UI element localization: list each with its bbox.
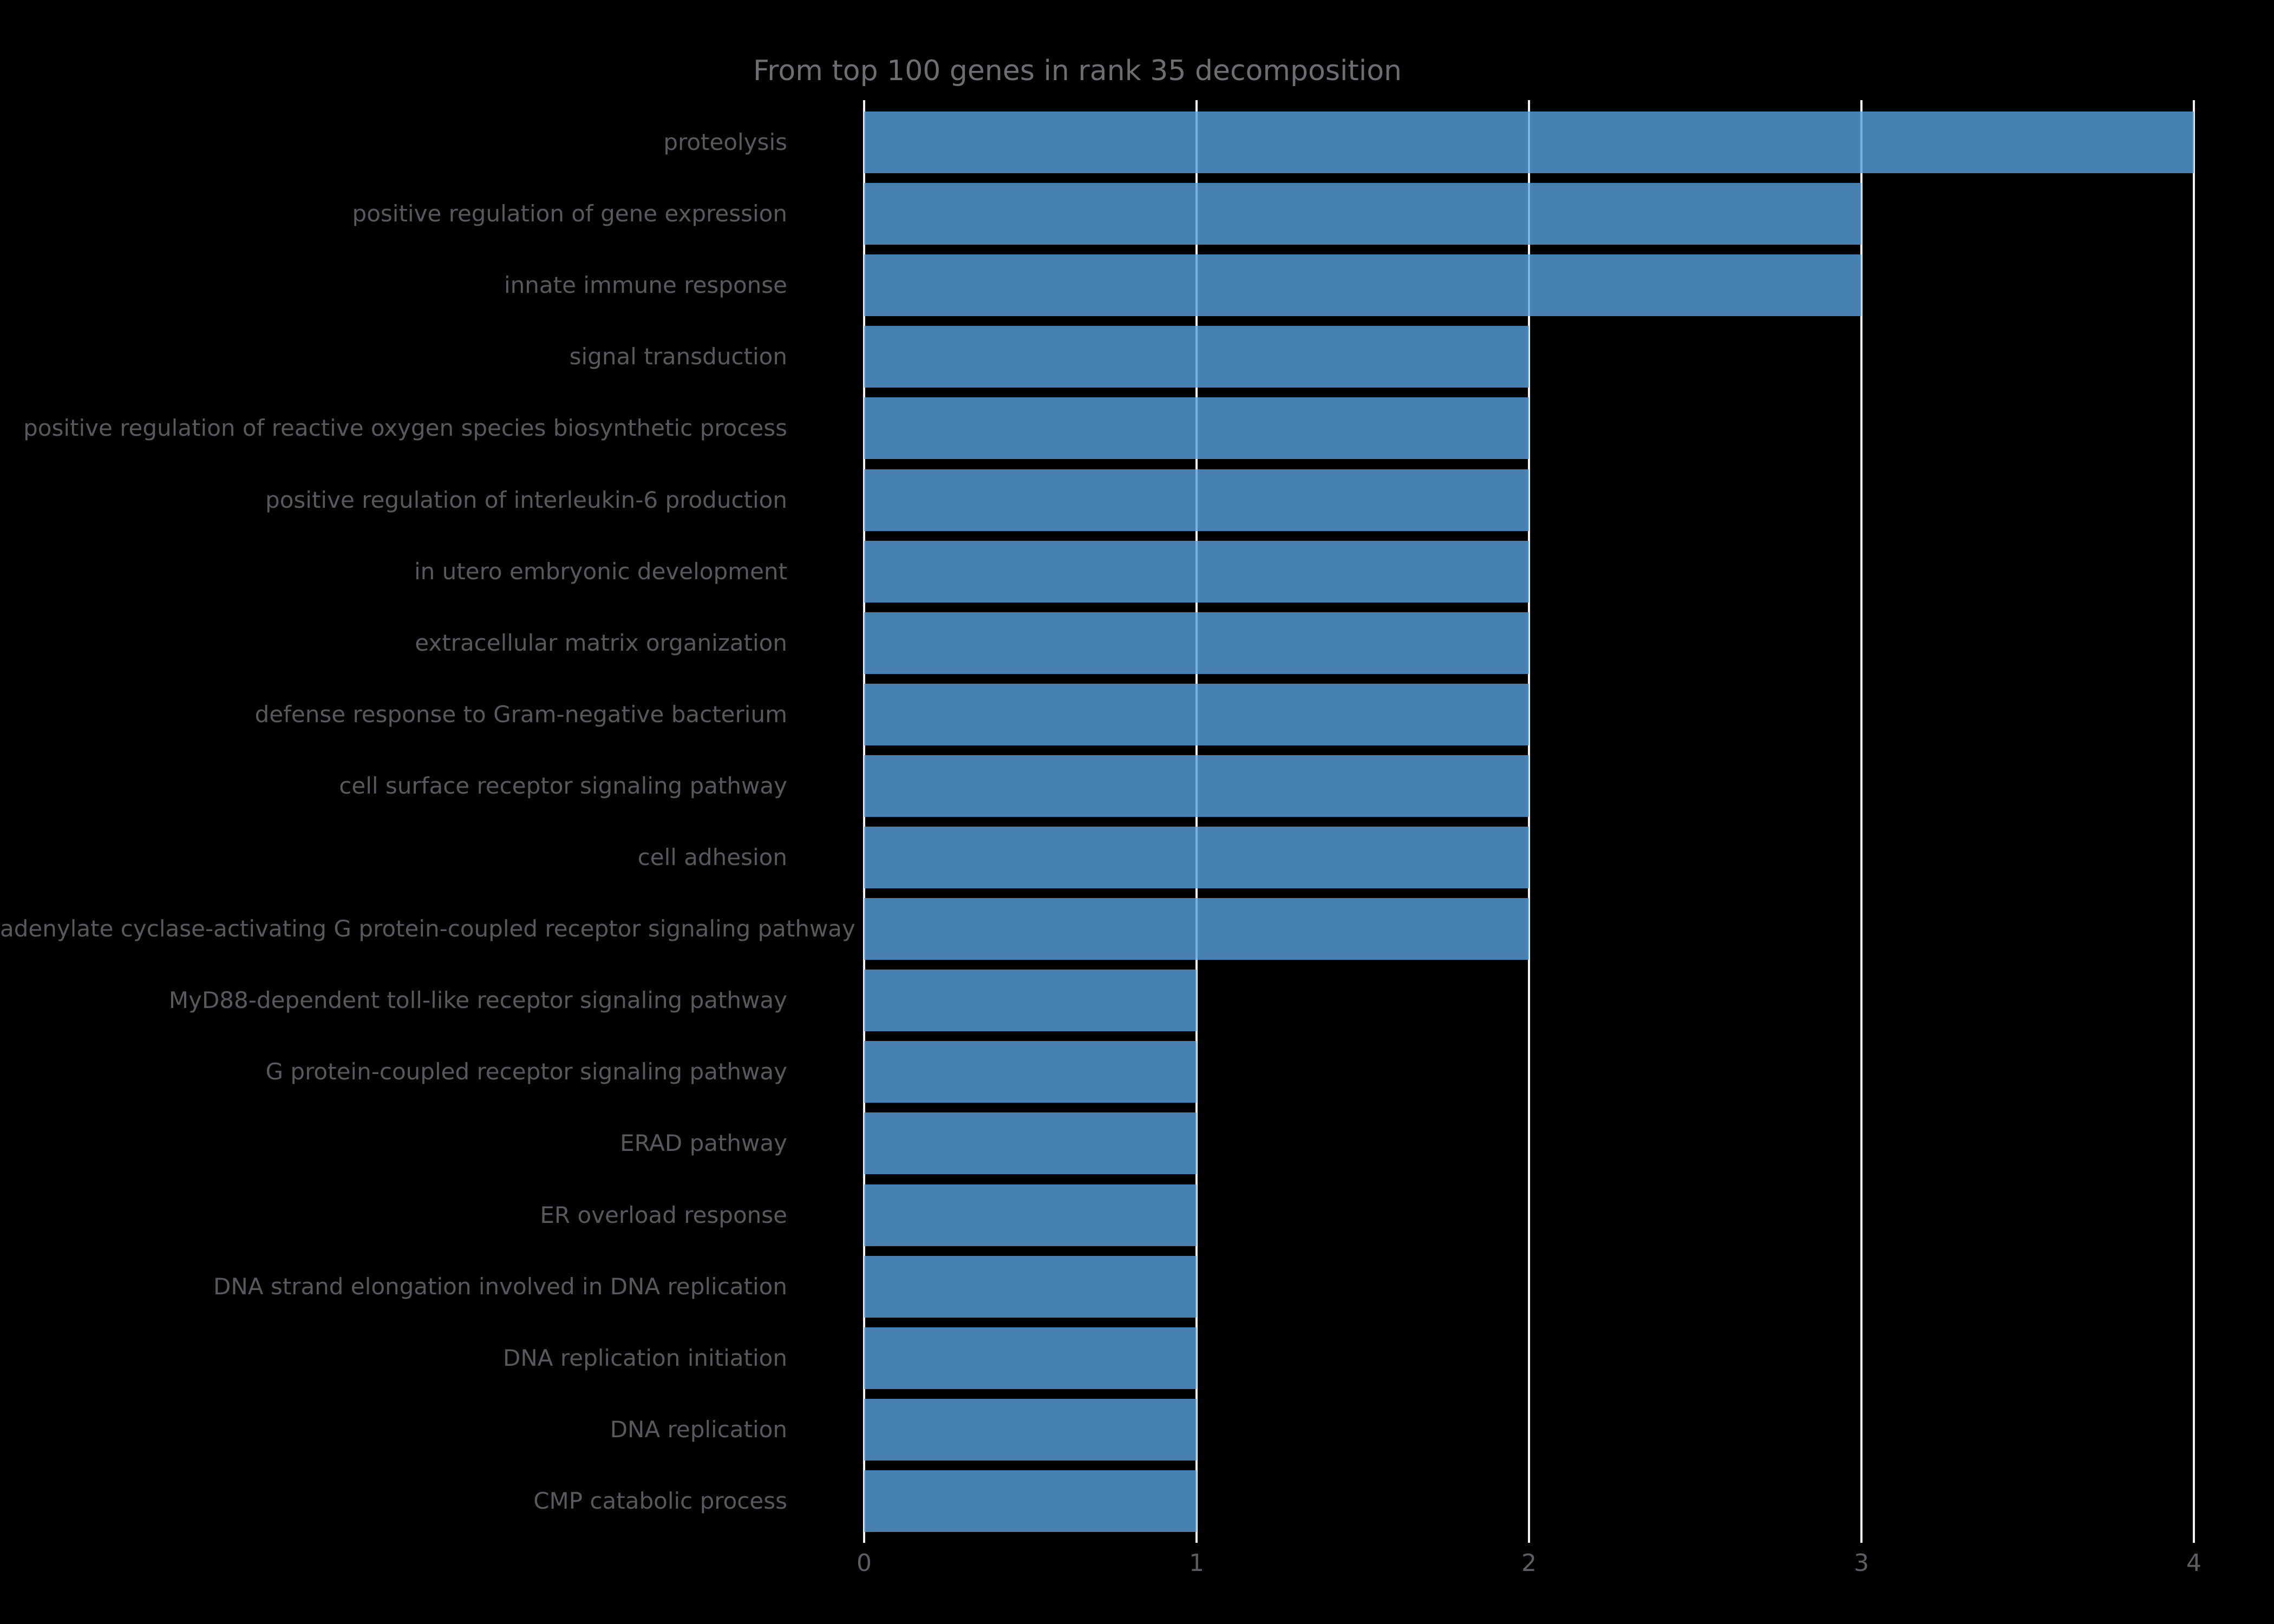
y-axis-label: ERAD pathway <box>620 1130 787 1157</box>
bar <box>864 827 1529 888</box>
x-tick-label-1: 1 <box>1189 1549 1204 1577</box>
y-axis-label: DNA replication <box>610 1416 787 1443</box>
bar <box>864 254 1861 317</box>
y-axis-label: adenylate cyclase-activating G protein-c… <box>0 915 855 942</box>
bar <box>864 1112 1197 1175</box>
y-axis-label: cell surface receptor signaling pathway <box>339 772 787 799</box>
bar <box>864 1041 1197 1103</box>
y-axis-label: cell adhesion <box>637 844 787 870</box>
bar <box>864 326 1529 388</box>
bar <box>864 469 1529 531</box>
bar <box>864 898 1529 960</box>
y-axis-label: extracellular matrix organization <box>415 629 787 656</box>
y-axis-label: CMP catabolic process <box>533 1487 787 1514</box>
bar <box>864 612 1529 674</box>
bar <box>864 683 1529 745</box>
gridline-x4 <box>2193 100 2195 1532</box>
y-axis-label: defense response to Gram-negative bacter… <box>254 700 787 728</box>
x-tick-label-0: 0 <box>857 1549 872 1577</box>
bar <box>864 1398 1197 1461</box>
x-tick-label-2: 2 <box>1521 1549 1537 1577</box>
x-tick-mark-1 <box>1195 1532 1198 1543</box>
y-axis-label: in utero embryonic development <box>414 558 787 585</box>
y-axis-label: MyD88-dependent toll-like receptor signa… <box>168 987 787 1014</box>
bar <box>864 1255 1197 1318</box>
y-axis-label: positive regulation of interleukin-6 pro… <box>265 486 787 513</box>
x-tick-mark-0 <box>863 1532 865 1543</box>
bar <box>864 1470 1197 1532</box>
y-axis-label: ER overload response <box>540 1201 787 1228</box>
y-axis-label: G protein-coupled receptor signaling pat… <box>265 1058 787 1085</box>
y-axis-label: positive regulation of reactive oxygen s… <box>23 415 787 442</box>
y-axis-label: positive regulation of gene expression <box>352 200 787 227</box>
bar <box>864 970 1197 1032</box>
x-tick-label-3: 3 <box>1854 1549 1869 1577</box>
y-axis-label: proteolysis <box>663 129 787 155</box>
x-tick-mark-4 <box>2193 1532 2195 1543</box>
chart-title: From top 100 genes in rank 35 decomposit… <box>753 55 1402 87</box>
bar <box>864 183 1861 245</box>
bar <box>864 397 1529 460</box>
bar <box>864 1184 1197 1246</box>
gridline-x2 <box>1528 100 1530 1532</box>
y-axis-label: DNA replication initiation <box>503 1344 787 1371</box>
gridline-x3 <box>1860 100 1863 1532</box>
y-axis-label: DNA strand elongation involved in DNA re… <box>213 1273 787 1300</box>
bar <box>864 112 2194 173</box>
y-axis-label: innate immune response <box>504 272 787 299</box>
x-tick-mark-2 <box>1528 1532 1530 1543</box>
x-tick-mark-3 <box>1860 1532 1863 1543</box>
x-tick-label-4: 4 <box>2186 1549 2201 1577</box>
bar <box>864 540 1529 603</box>
bar <box>864 1327 1197 1389</box>
bar <box>864 755 1529 817</box>
y-axis-label: signal transduction <box>569 343 787 370</box>
